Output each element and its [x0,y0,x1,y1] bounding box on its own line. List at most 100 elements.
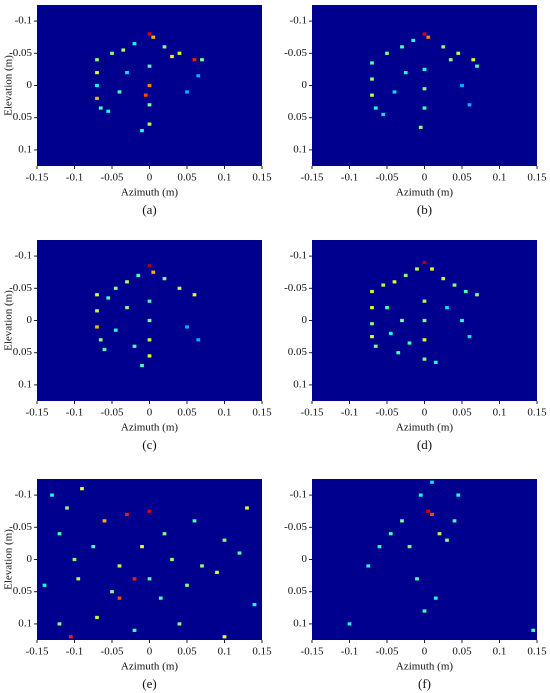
panel: -0.15 -0.1 -0.05 0 0.05 0.1 0.15 -0.1 -0.05 0 0.05… [284,479,547,691]
x-tick-label: -0.15 [301,407,324,419]
cell [377,545,382,549]
x-tick-label: -0.1 [341,646,358,658]
cell [147,64,152,68]
cell [445,306,449,310]
panel: -0.15 -0.1 -0.05 0 0.05 0.1 0.15 -0.1 -0.05 0 0.05… [3,5,272,217]
cell [415,267,419,271]
plot-background [37,479,262,640]
cell [422,32,427,36]
cell [415,577,419,581]
x-tick-label: 0.05 [452,646,472,658]
x-tick-label: 0.15 [527,172,547,184]
cell [347,622,352,626]
cell [147,338,152,342]
y-tick-label: -0.1 [290,250,307,262]
cell [441,45,446,49]
cell [370,306,374,310]
x-axis-label: Azimuth (m) [396,187,453,199]
cell [400,318,404,323]
cell [392,280,397,284]
x-tick-label: -0.1 [66,172,83,184]
y-tick-label: 0.1 [18,143,32,155]
y-tick-label: -0.1 [290,15,307,27]
cell [162,277,167,281]
y-tick-label: -0.05 [9,282,32,294]
cell [200,564,204,568]
x-tick-label: 0.15 [527,646,547,658]
y-tick-label: -0.05 [9,521,32,533]
cell [396,351,401,355]
cell [42,583,47,587]
cell [140,363,144,368]
x-tick-label: -0.15 [301,172,324,184]
y-tick-label: -0.1 [15,250,32,262]
y-tick-label: 0 [302,553,308,565]
cell [456,493,461,497]
cell [177,51,182,55]
cell [192,293,197,297]
x-tick-label: 0.15 [252,172,272,184]
x-tick-label: 0.15 [252,407,272,419]
cell [113,286,118,290]
y-tick-label: -0.05 [9,47,32,59]
cell [147,122,152,126]
cell [125,306,129,310]
plot-background [312,479,537,640]
cell [102,519,107,523]
cell [170,557,174,562]
cell [400,45,404,49]
cell [381,283,386,287]
cell [452,283,457,287]
cell [471,58,476,62]
cell [388,532,393,536]
x-tick-label: 0.1 [218,646,232,658]
cell [143,93,148,97]
x-tick-label: 0 [147,407,153,419]
plot-background [312,5,537,166]
cell [467,103,472,107]
cell [192,519,197,523]
cell [147,318,152,323]
cell [373,106,378,110]
y-tick-label: 0.05 [288,346,308,358]
y-axis-label: Elevation (m) [3,55,15,116]
cell [106,296,111,300]
cell [422,357,427,361]
cell [132,42,137,46]
cell [407,341,412,345]
cell [185,325,189,329]
y-tick-label: 0.1 [18,378,32,390]
cell [403,273,408,278]
cell [411,38,416,43]
cell [132,628,137,632]
y-tick-label: 0 [27,553,33,565]
x-tick-label: 0 [422,646,428,658]
cell [422,260,427,265]
x-tick-label: 0.15 [252,646,272,658]
cell [418,125,423,129]
cell [57,622,62,626]
cell [215,570,219,574]
cell [147,299,152,303]
cell [437,532,442,536]
cell [418,493,423,497]
x-tick-label: -0.1 [341,407,358,419]
cell [76,577,81,581]
cell [433,596,438,600]
cell [373,344,378,348]
cell [125,280,129,284]
cell [95,309,99,313]
cell [147,354,152,358]
cell [370,334,374,339]
x-tick-label: 0.05 [177,407,197,419]
cell [422,87,427,91]
cell [95,325,99,329]
cell [463,289,468,294]
x-axis-label: Azimuth (m) [396,422,453,434]
cell [407,545,412,549]
y-axis-label: Elevation (m) [3,290,15,351]
x-tick-label: -0.15 [301,646,324,658]
cell [245,506,249,510]
cell [140,128,144,133]
cell [117,564,122,568]
